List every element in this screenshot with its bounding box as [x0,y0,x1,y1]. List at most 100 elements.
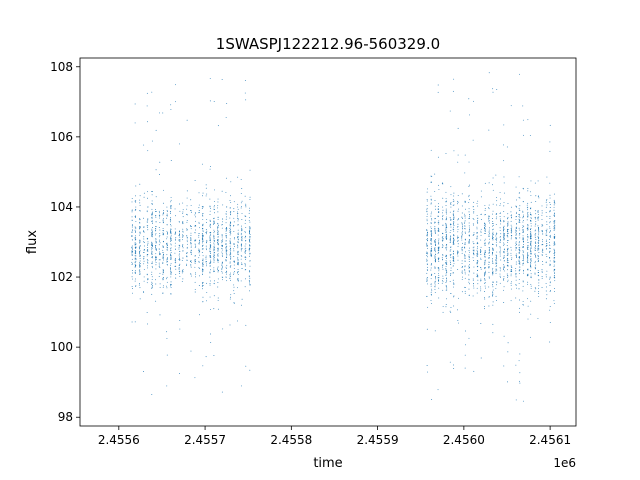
data-point [468,270,470,272]
data-point [434,226,436,227]
data-point [135,255,137,257]
data-point [195,272,196,274]
data-point [198,257,200,259]
data-point [469,251,471,253]
data-point [233,260,235,262]
data-point [198,204,200,206]
data-point [464,292,466,294]
data-point [179,270,181,272]
data-point [244,251,246,253]
data-point [240,207,242,209]
data-point [461,205,463,207]
data-point [553,233,555,235]
data-point [166,249,168,251]
data-point [151,212,153,214]
data-point [159,234,161,236]
data-point [495,241,497,243]
data-point [151,257,153,258]
chart-title: 1SWASPJ122212.96-560329.0 [216,35,440,53]
data-point [249,221,251,223]
data-point [492,263,494,265]
data-point [147,278,149,280]
data-point [213,261,215,263]
data-point [492,220,494,222]
data-point [139,283,140,285]
data-point [151,247,153,249]
data-point [201,285,203,287]
data-point [484,240,486,242]
data-point [190,199,192,201]
data-point [209,296,211,298]
data-point [476,236,478,238]
data-point [438,188,440,190]
data-point [527,213,529,215]
data-point [221,262,223,264]
data-point [170,231,172,233]
data-point [554,244,556,246]
data-point [151,200,153,202]
data-point [139,240,141,242]
data-point [453,217,455,219]
data-point [229,225,231,226]
data-point [492,274,494,276]
data-point [503,276,505,278]
data-point [468,239,470,241]
data-point [511,270,513,272]
data-point [248,249,250,250]
data-point [170,258,172,260]
data-point [530,260,532,262]
data-point [248,279,250,281]
data-point [492,332,494,334]
data-point [186,252,188,254]
data-point [450,253,452,255]
data-point [549,277,551,279]
data-point [530,222,532,224]
data-point [213,223,215,225]
data-point [221,241,223,242]
data-point [522,201,524,202]
data-point [138,246,140,248]
data-point [506,259,508,261]
data-point [457,309,458,311]
data-point [158,265,160,267]
data-point [506,254,508,256]
data-point [151,244,153,246]
data-point [426,234,428,236]
data-point [534,230,536,232]
data-point [151,293,153,295]
data-point [139,273,141,275]
data-point [438,240,440,242]
data-point [516,243,517,245]
data-point [143,260,145,262]
data-point [202,242,204,244]
data-point [445,286,447,288]
data-point [488,204,490,206]
data-point [480,288,482,290]
data-point [545,283,547,284]
data-point [473,272,475,274]
data-point [495,259,497,261]
data-point [503,216,505,218]
data-point [226,264,228,266]
data-point [488,238,490,240]
data-point [213,240,215,242]
data-point [135,195,136,197]
data-point [166,331,168,333]
data-point [198,212,200,214]
data-point [461,278,463,280]
data-point [495,257,497,259]
data-point [480,323,482,324]
data-point [480,267,481,269]
data-point [237,263,239,264]
data-point [221,240,223,242]
data-point [163,230,164,232]
data-point [445,229,447,231]
data-point [205,232,207,234]
data-point [214,280,215,282]
data-point [477,253,479,255]
data-point [450,202,452,204]
data-point [430,202,432,204]
data-point [131,229,133,231]
data-point [499,246,501,248]
data-point [549,231,551,233]
